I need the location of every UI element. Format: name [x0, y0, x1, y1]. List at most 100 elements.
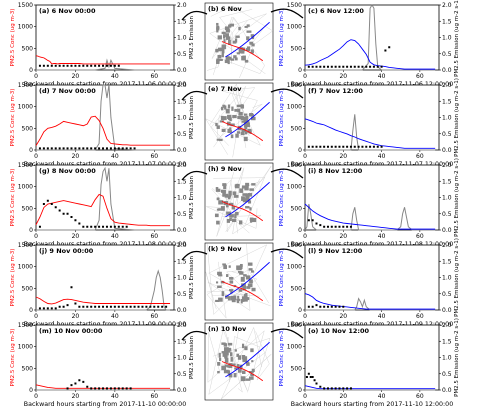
urban-cell: [223, 116, 227, 121]
y-right-tick-label: 0.5: [177, 131, 187, 138]
panel-c: 0 20 40 600500100015000.00.51.01.52.0PM2.5 …: [279, 0, 460, 88]
emission-point: [149, 305, 152, 308]
y-right-tick-label: 1.0: [177, 115, 187, 122]
urban-cell: [221, 31, 226, 34]
panel-d: 0 20 40 600500100015000.00.51.01.52.0PM2.5 …: [10, 82, 195, 168]
trajectory-red: [221, 281, 264, 302]
emission-point: [129, 147, 132, 150]
urban-cell: [241, 55, 245, 61]
emission-point: [323, 387, 326, 390]
urban-cell: [225, 295, 229, 299]
y-left-tick-label: 500: [22, 365, 34, 372]
emission-point: [90, 225, 93, 228]
urban-cell: [244, 59, 249, 63]
emission-point: [74, 147, 77, 150]
y-left-tick-label: 1000: [287, 24, 302, 31]
emission-point: [117, 225, 120, 228]
emission-point: [117, 147, 120, 150]
urban-cell: [240, 276, 245, 282]
connector-left: [181, 250, 208, 261]
emission-point: [338, 145, 341, 148]
x-tick-label: 60: [416, 233, 424, 240]
emission-point: [54, 147, 57, 150]
urban-cell: [220, 189, 226, 193]
urban-cell: [215, 281, 219, 284]
map-title: (n) 10 Nov: [208, 325, 247, 333]
urban-cell: [218, 200, 224, 205]
y-left-tick-label: 1000: [287, 104, 302, 111]
x-axis-label: Backward hours starting from 2017-11-08 …: [24, 241, 186, 248]
emission-point: [307, 65, 310, 68]
urban-cell: [249, 41, 254, 45]
urban-cell: [221, 351, 226, 354]
x-tick-label: 60: [150, 233, 158, 240]
emission-point: [54, 64, 57, 67]
y-right-tick-label: 0.0: [177, 307, 187, 314]
map-boundary: [207, 330, 265, 393]
connector-right: [270, 248, 304, 259]
urban-cell: [249, 188, 254, 191]
emission-point: [58, 305, 61, 308]
urban-cell: [232, 114, 237, 119]
y-right-tick-label: 1.5: [177, 98, 187, 105]
y-left-tick-label: 0: [298, 387, 302, 394]
map-h: (h) 9 Nov: [181, 162, 304, 241]
emission-point: [94, 387, 97, 390]
emission-point: [105, 387, 108, 390]
y-right-axis-label: PM2.5 Emission: [189, 15, 195, 59]
urban-cell: [250, 220, 253, 223]
emission-point: [82, 380, 85, 383]
emission-point: [121, 305, 124, 308]
y-right-tick-label: 1.5: [177, 258, 187, 265]
urban-cell: [246, 361, 250, 366]
x-axis-label: Backward hours starting from 2017-11-06 …: [291, 81, 453, 88]
urban-cell: [225, 36, 231, 40]
urban-cell: [216, 59, 220, 64]
connector-right: [270, 8, 304, 19]
concentration-line: [304, 203, 436, 230]
x-tick-label: 0: [303, 153, 307, 160]
trajectory-blue: [225, 181, 270, 218]
urban-cell: [251, 116, 256, 121]
urban-cell: [223, 343, 228, 347]
emission-point: [338, 225, 341, 228]
map-n: (n) 10 Nov: [181, 322, 304, 401]
emission-point: [334, 387, 337, 390]
emission-point: [161, 305, 164, 308]
emission-point: [78, 305, 81, 308]
emission-point: [372, 145, 375, 148]
emission-point: [311, 219, 314, 222]
urban-cell: [226, 211, 231, 215]
urban-cell: [234, 38, 238, 43]
emission-point: [90, 147, 93, 150]
urban-cell: [226, 121, 231, 126]
emission-point: [305, 376, 308, 378]
emission-point: [70, 286, 73, 289]
urban-cell: [241, 343, 245, 349]
urban-cell: [251, 183, 256, 186]
emission-point: [307, 372, 310, 375]
emission-point: [113, 64, 116, 67]
emission-point: [98, 64, 101, 67]
x-tick-label: 20: [339, 313, 347, 320]
urban-cell: [241, 296, 245, 300]
urban-cell: [228, 373, 233, 378]
y-right-tick-label: 1.5: [177, 338, 187, 345]
emission-point: [94, 147, 97, 150]
y-right-tick-label: 1.5: [177, 178, 187, 185]
map-e: (e) 7 Nov: [181, 82, 304, 161]
emission-point: [113, 225, 116, 228]
y-left-axis-label: PM2.5 Conc (ug m-3): [279, 9, 285, 67]
y-right-tick-label: 2.0: [177, 82, 187, 89]
y-left-tick-label: 1500: [18, 82, 33, 89]
y-left-tick-label: 1500: [18, 242, 33, 249]
urban-cell: [217, 271, 222, 276]
y-right-tick-label: 0.0: [442, 147, 452, 154]
x-tick-label: 20: [72, 153, 80, 160]
urban-cell: [239, 188, 244, 193]
y-left-tick-label: 1000: [18, 184, 33, 191]
urban-cell: [217, 285, 222, 288]
x-axis-label: Backward hours starting from 2017-11-10 …: [291, 401, 453, 408]
emission-point: [137, 305, 140, 308]
x-tick-label: 40: [378, 153, 386, 160]
